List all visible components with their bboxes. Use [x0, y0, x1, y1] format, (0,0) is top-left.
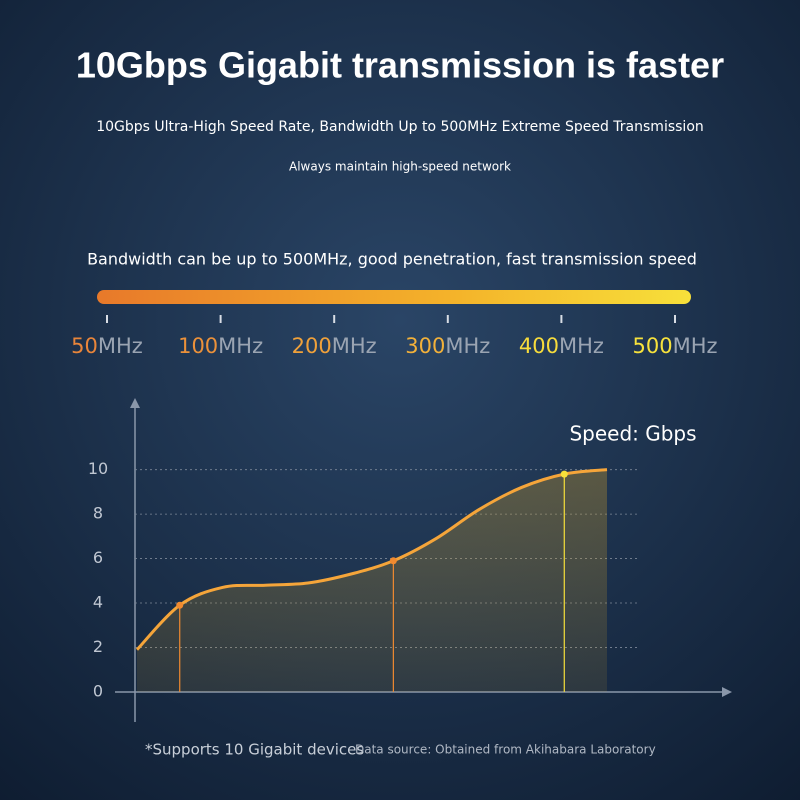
scale-label: 300MHz [405, 334, 490, 358]
scale-unit: MHz [218, 334, 263, 358]
bandwidth-text: Bandwidth can be up to 500MHz, good pene… [87, 250, 697, 269]
scale-value: 400 [519, 334, 559, 358]
scale-label: 400MHz [519, 334, 604, 358]
y-tick-label: 0 [93, 681, 103, 700]
y-tick-label: 6 [93, 548, 103, 567]
scale-unit: MHz [98, 334, 143, 358]
scale-value: 500 [632, 334, 672, 358]
line [135, 468, 608, 651]
x-arrow [722, 687, 732, 697]
point [176, 601, 184, 609]
scale-value: 200 [292, 334, 332, 358]
y-label: Speed: Gbps [569, 422, 696, 446]
scale-label: 50MHz [71, 334, 143, 358]
line-area [137, 469, 607, 692]
y-tick-label: 8 [93, 504, 103, 523]
source: Data source: Obtained from Akihabara Lab… [355, 743, 656, 757]
y-tick-label: 10 [88, 459, 108, 478]
scale-label: 500MHz [632, 334, 717, 358]
point [560, 470, 568, 478]
bandwidth-bar [97, 290, 691, 304]
title: 10Gbps Gigabit transmission is faster [76, 45, 724, 86]
scale-unit: MHz [445, 334, 490, 358]
y-tick-label: 2 [93, 637, 103, 656]
subtitle: 10Gbps Ultra-High Speed Rate, Bandwidth … [96, 119, 704, 135]
scale-unit: MHz [332, 334, 377, 358]
y-arrow [130, 398, 140, 408]
scale-label: 100MHz [178, 334, 263, 358]
tagline: Always maintain high-speed network [289, 160, 511, 174]
point [389, 557, 397, 565]
scale-value: 300 [405, 334, 445, 358]
scale-unit: MHz [559, 334, 604, 358]
footnote: *Supports 10 Gigabit devices [145, 741, 364, 759]
scale-value: 100 [178, 334, 218, 358]
scale-value: 50 [71, 334, 98, 358]
scale-unit: MHz [673, 334, 718, 358]
y-tick-label: 4 [93, 593, 103, 612]
scale-label: 200MHz [292, 334, 377, 358]
